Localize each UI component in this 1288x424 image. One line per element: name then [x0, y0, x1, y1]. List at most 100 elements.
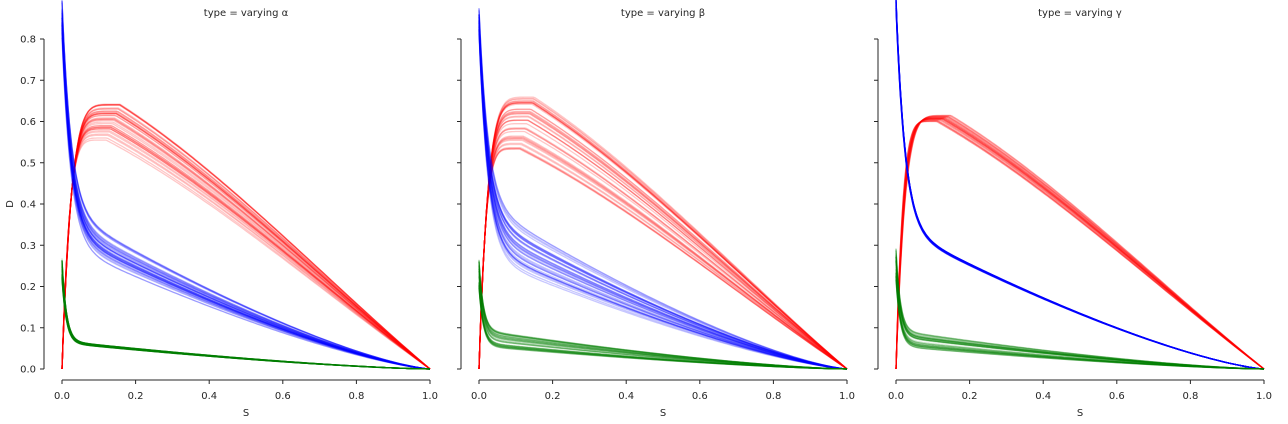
series-line [61, 260, 431, 370]
x-tick-label: 0.0 [888, 391, 904, 402]
series-line [478, 264, 848, 370]
series-line [478, 22, 848, 370]
series-line [61, 17, 431, 370]
series-line [478, 15, 848, 370]
series-line [478, 261, 848, 370]
series-line [61, 8, 431, 370]
series-line [478, 23, 848, 370]
series-line [478, 277, 848, 370]
series-line [895, 2, 1265, 370]
series-line [61, 29, 431, 370]
x-tick-label: 0.2 [545, 391, 561, 402]
series-line [895, 116, 1265, 370]
series-line [478, 282, 848, 370]
series-line [895, 279, 1265, 370]
series-line [895, 118, 1265, 370]
series-line [61, 118, 431, 370]
series-line [895, 255, 1265, 370]
x-tick-label: 0.4 [1035, 391, 1051, 402]
series-line [478, 260, 848, 370]
series-line [61, 25, 431, 370]
series-line [478, 282, 848, 370]
series-line [895, 260, 1265, 370]
series-line [61, 11, 431, 370]
series-line [61, 103, 431, 370]
series-line [895, 2, 1265, 370]
series-line [61, 112, 431, 370]
series-line [478, 19, 848, 370]
series-line [478, 135, 848, 370]
series-line [895, 0, 1265, 370]
series-line [895, 120, 1265, 370]
y-tick-label: 0.4 [20, 200, 36, 211]
series-line [61, 115, 431, 370]
y-tick-label: 0.1 [20, 323, 36, 334]
plot-area [478, 8, 848, 370]
series-line [895, 269, 1265, 370]
series-line [478, 285, 848, 370]
series-line [895, 1, 1265, 370]
series-line [478, 276, 848, 370]
axes: 0.0 0.2 0.4 0.6 0.8 1.0 [457, 38, 855, 402]
y-axis-title: D [5, 200, 16, 208]
series-line [895, 6, 1265, 370]
series-line [895, 4, 1265, 370]
series-line [478, 147, 848, 370]
series-line [895, 5, 1265, 370]
x-tick-label: 0.0 [54, 391, 70, 402]
series-line [478, 265, 848, 370]
series-line [61, 260, 431, 370]
series-line [895, 0, 1265, 370]
series-line [895, 120, 1265, 370]
series-line [61, 277, 431, 370]
series-line [895, 3, 1265, 370]
series-line [895, 1, 1265, 370]
series-line [61, 269, 431, 370]
series-line [478, 101, 848, 370]
series-line [61, 111, 431, 370]
x-tick-label: 1.0 [839, 391, 855, 402]
series-line [478, 261, 848, 370]
series-line [478, 20, 848, 370]
series-line [478, 21, 848, 370]
series-line [478, 26, 848, 370]
series-line [895, 0, 1265, 370]
series-line [895, 117, 1265, 370]
series-line [478, 15, 848, 370]
series-line [478, 19, 848, 370]
series-line [61, 14, 431, 370]
series-line [478, 96, 848, 370]
series-line [478, 138, 848, 370]
series-line [895, 257, 1265, 370]
series-line [895, 114, 1265, 370]
series-line [61, 121, 431, 370]
series-line [895, 3, 1265, 370]
series-line [478, 268, 848, 370]
series-line [61, 27, 431, 370]
series-line [895, 116, 1265, 370]
series-line [61, 279, 431, 370]
series-line [61, 112, 431, 370]
series-line [61, 277, 431, 370]
series-line [478, 283, 848, 370]
y-tick-label: 0.7 [20, 76, 36, 87]
series-line [61, 125, 431, 370]
axes: 0.0 0.1 0.2 0.3 0.4 0.5 0.6 0.7 0.8 0.0 0.2 0.4 0.6 0… [20, 35, 438, 403]
series-line [61, 126, 431, 370]
series-line [61, 277, 431, 370]
series-line [895, 272, 1265, 370]
series-line [61, 263, 431, 370]
series-line [61, 270, 431, 370]
series-line [895, 276, 1265, 370]
series-line [895, 118, 1265, 370]
series-line [61, 112, 431, 370]
series-line [895, 117, 1265, 370]
series-line [478, 271, 848, 370]
series-line [895, 5, 1265, 370]
series-line [478, 14, 848, 370]
series-line [895, 273, 1265, 370]
series-line [61, 107, 431, 370]
series-line [895, 273, 1265, 370]
series-line [478, 29, 848, 370]
